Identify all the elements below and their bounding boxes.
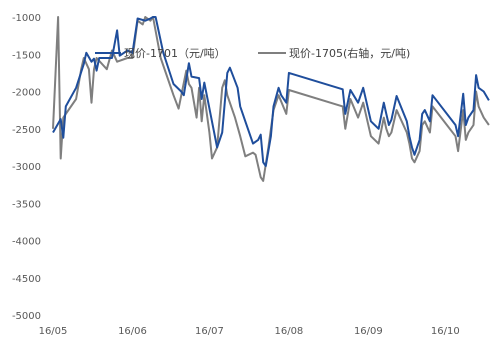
series-line-1705 bbox=[52, 16, 490, 182]
y-tick-label: -3000 bbox=[12, 162, 41, 173]
x-tick-label: 16/07 bbox=[195, 326, 224, 337]
legend-label-series-1705: 现价-1705(右轴，元/吨) bbox=[289, 46, 410, 60]
x-tick-label: 16/06 bbox=[118, 326, 147, 337]
y-tick-label: -3500 bbox=[12, 199, 41, 210]
y-tick-label: -1000 bbox=[12, 13, 41, 24]
y-tick-label: -1500 bbox=[12, 50, 41, 61]
y-tick-label: -4000 bbox=[12, 237, 41, 248]
y-tick-label: -4500 bbox=[12, 274, 41, 285]
x-tick-label: 16/10 bbox=[431, 326, 460, 337]
y-axis-tick-labels: -1000 -1500 -2000 -2500 -3000 -3500 -4000 -4500… bbox=[12, 13, 41, 322]
y-tick-label: -5000 bbox=[12, 311, 41, 322]
y-tick-label: -2500 bbox=[12, 125, 41, 136]
legend-label-series-1701: 现价-1701（元/吨） bbox=[124, 47, 226, 60]
series-lines bbox=[52, 16, 490, 182]
legend: 现价-1701（元/吨） 现价-1705(右轴，元/吨) bbox=[95, 46, 410, 60]
y-tick-label: -2000 bbox=[12, 88, 41, 99]
x-axis-tick-labels: 16/05 16/06 16/07 16/08 16/09 16/10 bbox=[39, 326, 460, 337]
x-tick-label: 16/08 bbox=[274, 326, 303, 337]
x-tick-label: 16/05 bbox=[39, 326, 68, 337]
x-tick-label: 16/09 bbox=[354, 326, 383, 337]
series-line-1701 bbox=[52, 16, 490, 167]
